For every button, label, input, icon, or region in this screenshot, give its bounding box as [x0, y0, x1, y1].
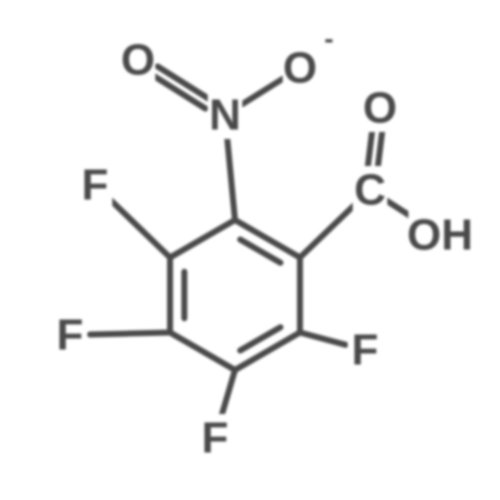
atom-label-F_left: F [57, 311, 84, 360]
atom-O_carbonyl: O [363, 84, 398, 133]
atom-charge-O_minus: - [324, 23, 333, 54]
atom-N: N [208, 91, 243, 140]
atom-F_top_left: F [78, 161, 113, 210]
atom-label-OH: OH [407, 211, 473, 260]
atom-OH: OH [407, 211, 473, 260]
atom-O_dbl: O [121, 36, 156, 85]
atom-label-C_acid: C [354, 166, 386, 215]
atom-label-O_minus: O [283, 44, 317, 93]
atom-F_right: F [348, 326, 383, 375]
atom-C_acid: C [353, 166, 388, 215]
atom-label-N: N [209, 91, 241, 140]
atom-label-F_right: F [352, 326, 379, 375]
atom-label-O_dbl: O [121, 36, 155, 85]
atom-F_left: F [53, 311, 88, 360]
atom-F_bottom: F [198, 414, 233, 463]
atom-label-O_carbonyl: O [363, 84, 397, 133]
atom-label-F_bottom: F [202, 414, 229, 463]
atom-label-F_top_left: F [82, 161, 109, 210]
molecule-diagram: FFFFNOO-COOH [0, 0, 500, 500]
